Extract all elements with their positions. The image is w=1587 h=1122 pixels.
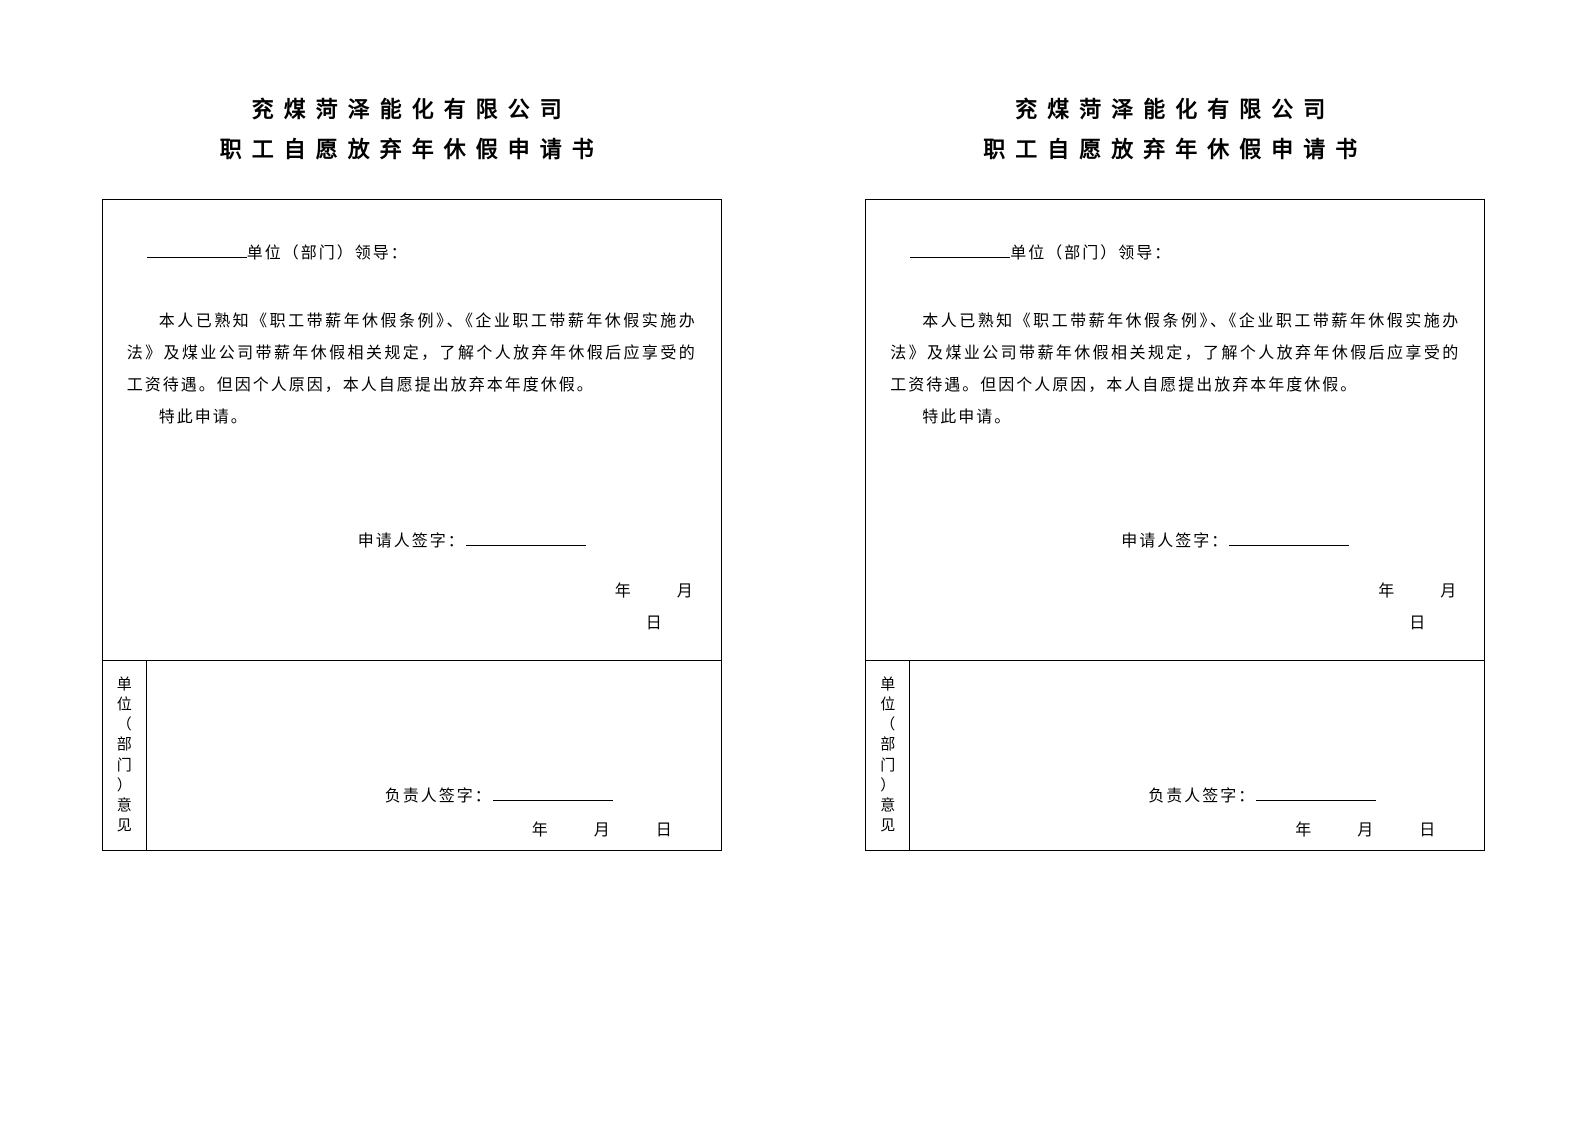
responsible-sig-label: 负责人签字：	[1148, 788, 1256, 805]
applicant-signature-area: 申请人签字： 年 月日	[127, 526, 697, 640]
form-body: 单位（部门）领导： 本人已熟知《职工带薪年休假条例》、《企业职工带薪年休假实施办…	[866, 200, 1484, 661]
opinion-char: 门	[117, 756, 132, 776]
title-form-name: 职工自愿放弃年休假申请书	[102, 130, 722, 170]
month-label: 月	[1357, 822, 1374, 839]
day-label: 日	[646, 615, 663, 632]
opinion-char: 门	[880, 756, 895, 776]
opinion-char: （	[880, 715, 895, 735]
opinion-char: 部	[117, 735, 132, 755]
year-label: 年	[1295, 822, 1312, 839]
responsible-date-line: 年月日	[910, 816, 1484, 840]
form-box: 单位（部门）领导： 本人已熟知《职工带薪年休假条例》、《企业职工带薪年休假实施办…	[865, 199, 1485, 851]
month-label: 月	[1440, 583, 1457, 600]
responsible-sig-line: 负责人签字：	[910, 782, 1484, 806]
title-block: 兖煤菏泽能化有限公司 职工自愿放弃年休假申请书	[102, 90, 722, 169]
form-copy-left: 兖煤菏泽能化有限公司 职工自愿放弃年休假申请书 单位（部门）领导： 本人已熟知《…	[102, 90, 722, 1032]
responsible-sig-line: 负责人签字：	[147, 782, 721, 806]
applicant-signature-area: 申请人签字： 年 月日	[890, 526, 1460, 640]
day-label: 日	[656, 822, 673, 839]
title-company: 兖煤菏泽能化有限公司	[102, 90, 722, 130]
opinion-char: 单	[880, 675, 895, 695]
opinion-char: ）	[880, 776, 895, 796]
opinion-char: 意	[117, 796, 132, 816]
title-block: 兖煤菏泽能化有限公司 职工自愿放弃年休假申请书	[865, 90, 1485, 169]
responsible-sig-blank[interactable]	[493, 800, 613, 801]
month-label: 月	[594, 822, 611, 839]
form-box: 单位（部门）领导： 本人已熟知《职工带薪年休假条例》、《企业职工带薪年休假实施办…	[102, 199, 722, 851]
greeting-suffix: 单位（部门）领导：	[247, 245, 409, 262]
form-body: 单位（部门）领导： 本人已熟知《职工带薪年休假条例》、《企业职工带薪年休假实施办…	[103, 200, 721, 661]
department-blank[interactable]	[147, 257, 247, 258]
applicant-sig-label: 申请人签字：	[358, 533, 466, 550]
form-copy-right: 兖煤菏泽能化有限公司 职工自愿放弃年休假申请书 单位（部门）领导： 本人已熟知《…	[865, 90, 1485, 1032]
month-label: 月	[677, 583, 694, 600]
responsible-sig-blank[interactable]	[1256, 800, 1376, 801]
day-label: 日	[1409, 615, 1426, 632]
opinion-char: 位	[880, 695, 895, 715]
title-company: 兖煤菏泽能化有限公司	[865, 90, 1485, 130]
responsible-date-line: 年月日	[147, 816, 721, 840]
opinion-char: 意	[880, 796, 895, 816]
year-label: 年	[532, 822, 549, 839]
body-text: 本人已熟知《职工带薪年休假条例》、《企业职工带薪年休假实施办法》及煤业公司带薪年…	[127, 306, 697, 402]
opinion-vertical-label: 单 位 （ 部 门 ） 意 见	[866, 661, 910, 851]
applicant-date-line: 年 月日	[247, 576, 697, 640]
applicant-sig-blank[interactable]	[1229, 545, 1349, 546]
year-label: 年	[1378, 583, 1395, 600]
opinion-char: （	[117, 715, 132, 735]
opinion-row: 单 位 （ 部 门 ） 意 见 负责人签字： 年 月 日	[103, 661, 721, 851]
opinion-char: ）	[117, 776, 132, 796]
applicant-sig-line: 申请人签字：	[1010, 526, 1460, 558]
year-label: 年	[615, 583, 632, 600]
applicant-date-line: 年 月日	[1010, 576, 1460, 640]
greeting-line: 单位（部门）领导：	[890, 238, 1460, 270]
opinion-content[interactable]: 负责人签字： 年 月 日	[147, 661, 721, 851]
applicant-sig-blank[interactable]	[466, 545, 586, 546]
opinion-char: 单	[117, 675, 132, 695]
opinion-row: 单 位 （ 部 门 ） 意 见 负责人签字： 年 月 日	[866, 661, 1484, 851]
closing-text: 特此申请。	[127, 402, 697, 434]
greeting-line: 单位（部门）领导：	[127, 238, 697, 270]
day-label: 日	[1419, 822, 1436, 839]
body-text: 本人已熟知《职工带薪年休假条例》、《企业职工带薪年休假实施办法》及煤业公司带薪年…	[890, 306, 1460, 402]
greeting-suffix: 单位（部门）领导：	[1010, 245, 1172, 262]
closing-text: 特此申请。	[890, 402, 1460, 434]
opinion-content[interactable]: 负责人签字： 年 月 日	[910, 661, 1484, 851]
title-form-name: 职工自愿放弃年休假申请书	[865, 130, 1485, 170]
opinion-char: 见	[117, 816, 132, 836]
applicant-sig-line: 申请人签字：	[247, 526, 697, 558]
department-blank[interactable]	[910, 257, 1010, 258]
responsible-sig-label: 负责人签字：	[385, 788, 493, 805]
opinion-char: 部	[880, 735, 895, 755]
opinion-char: 见	[880, 816, 895, 836]
opinion-char: 位	[117, 695, 132, 715]
opinion-vertical-label: 单 位 （ 部 门 ） 意 见	[103, 661, 147, 851]
applicant-sig-label: 申请人签字：	[1121, 533, 1229, 550]
